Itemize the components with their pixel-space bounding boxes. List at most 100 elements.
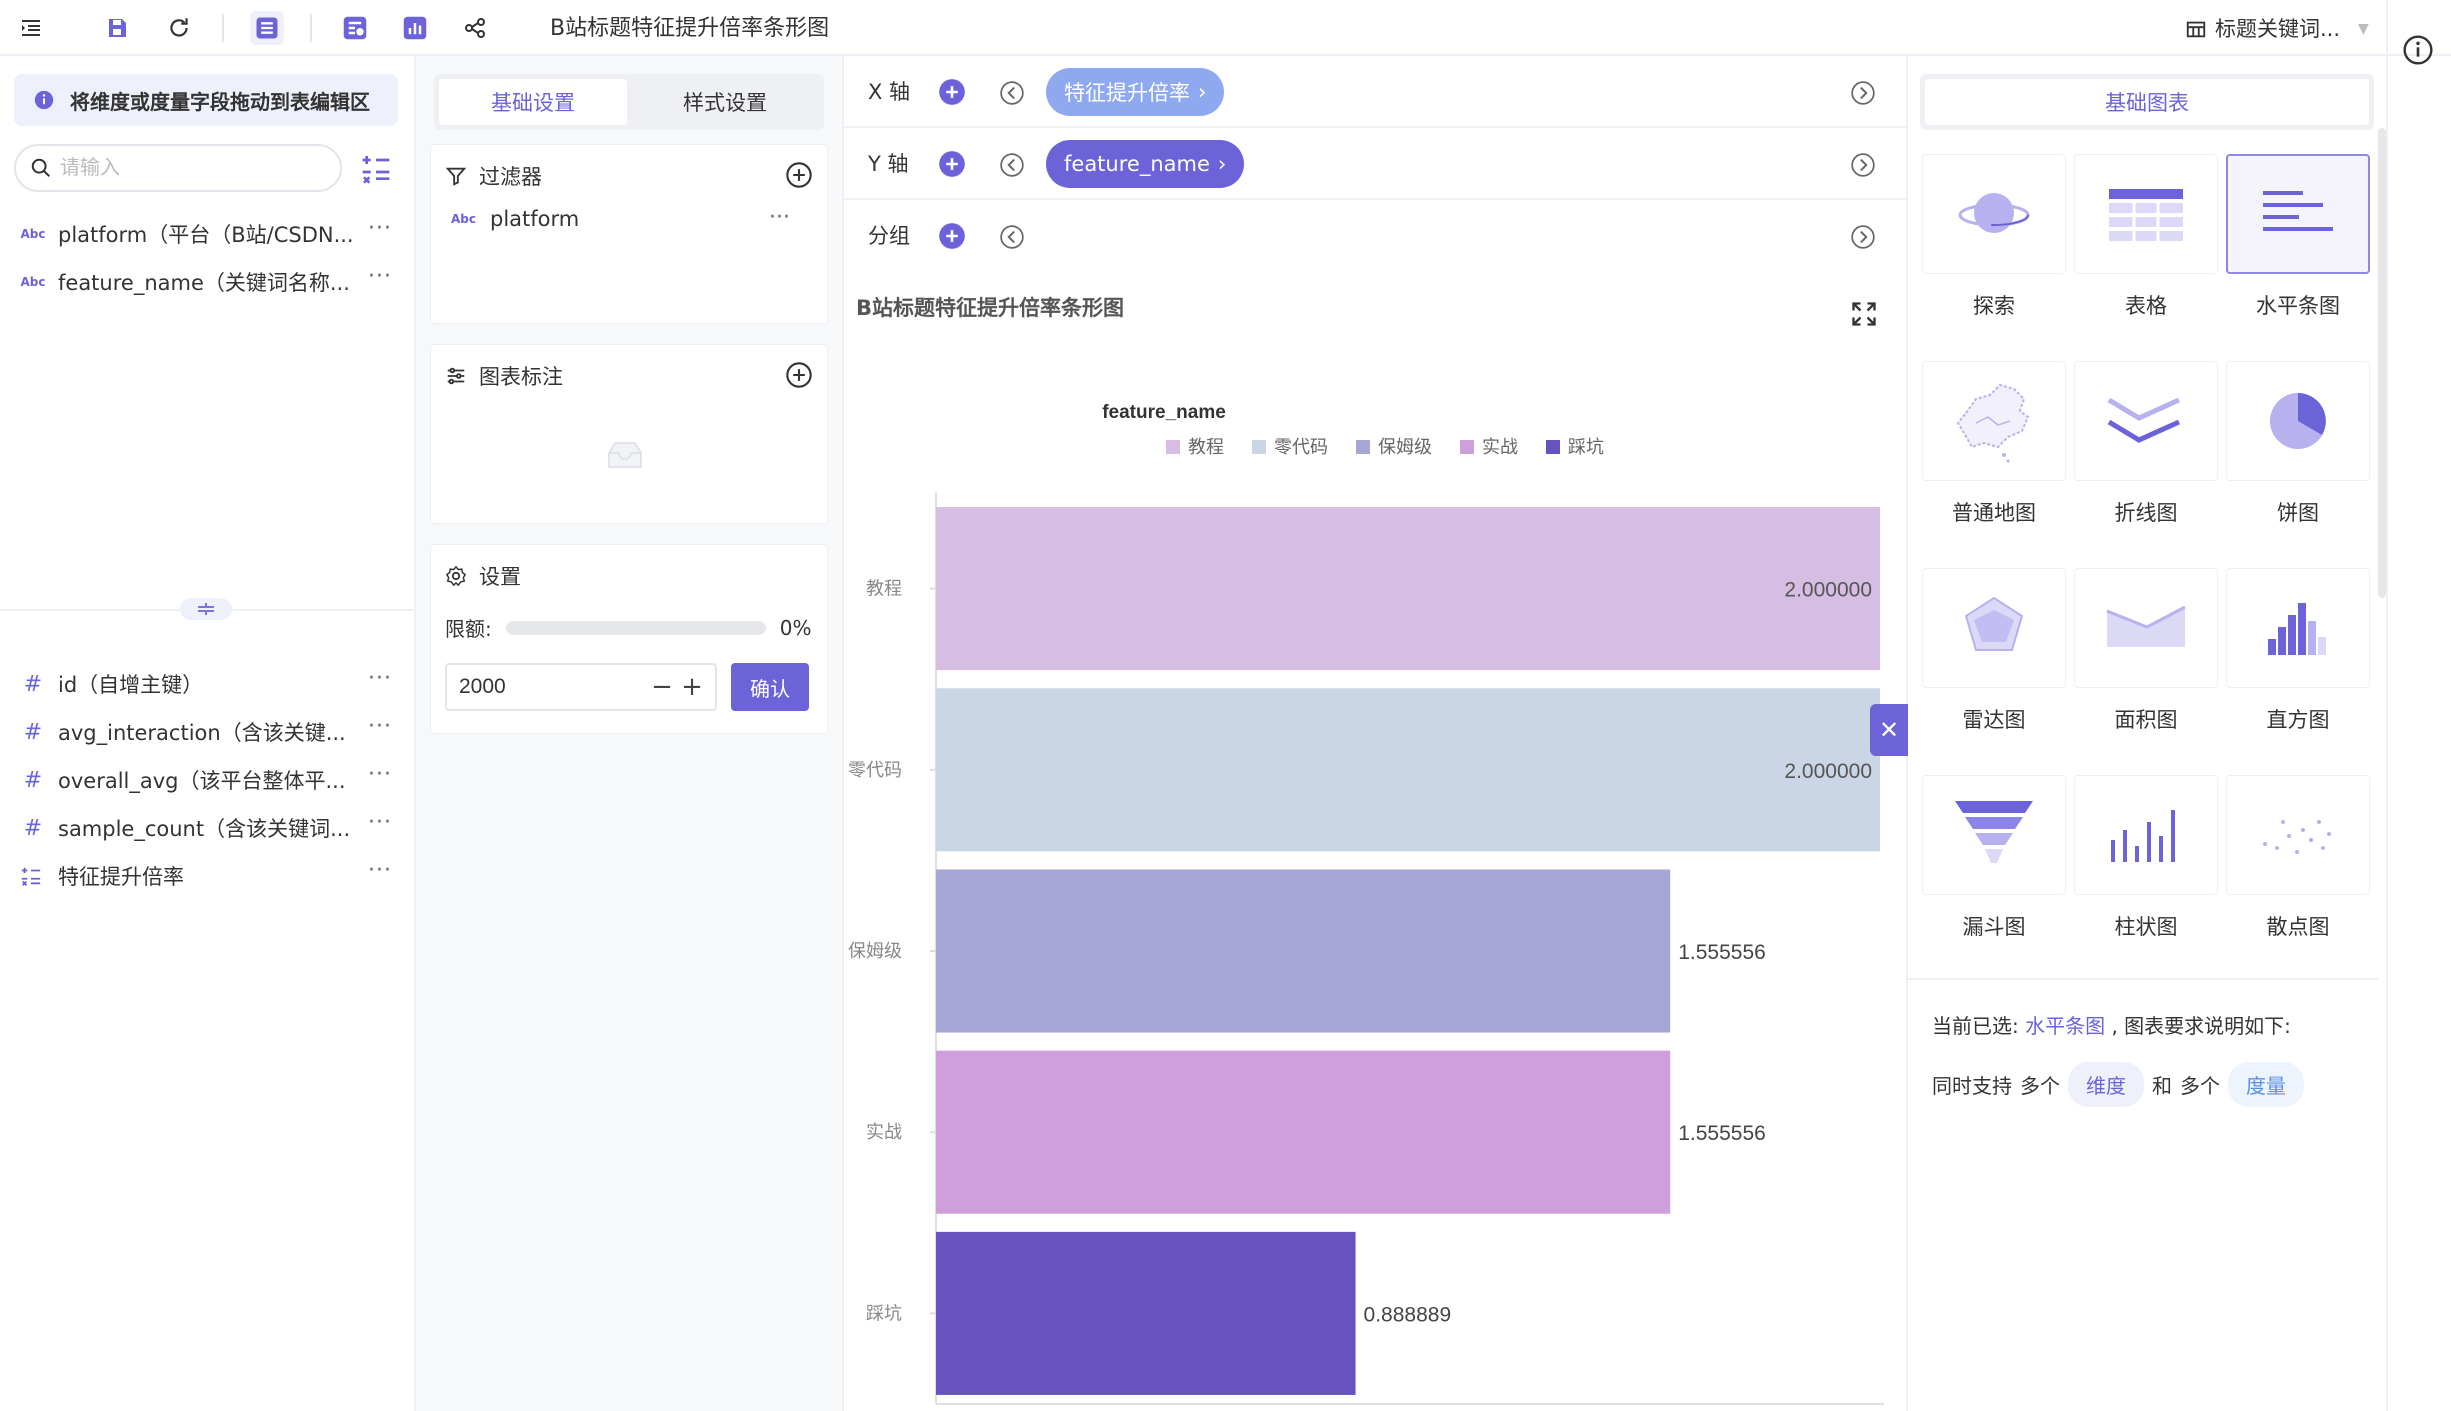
chart-type-line-chart[interactable] bbox=[2074, 361, 2218, 481]
chart-type-area-chart[interactable] bbox=[2074, 568, 2218, 688]
chart-type-funnel-chart[interactable] bbox=[1922, 775, 2066, 895]
more-icon[interactable]: ··· bbox=[368, 264, 392, 289]
bar bbox=[936, 1231, 1356, 1395]
refresh-icon[interactable] bbox=[162, 11, 196, 45]
measure-field-id[interactable]: # id（自增主键） ··· bbox=[0, 662, 416, 706]
chart-type-label: 饼图 bbox=[2277, 501, 2319, 525]
resize-handle[interactable] bbox=[180, 598, 232, 620]
quota-progress-bar bbox=[505, 620, 766, 635]
chart-type-table[interactable] bbox=[2074, 154, 2218, 274]
measure-field-overall-avg[interactable]: # overall_avg（该平台整体平... ··· bbox=[0, 758, 416, 802]
confirm-button[interactable]: 确认 bbox=[731, 663, 809, 711]
field-label: sample_count（含该关键词... bbox=[58, 817, 351, 841]
chart-type-map[interactable] bbox=[1922, 361, 2066, 481]
quota-percent: 0% bbox=[779, 615, 812, 640]
string-type-icon: Abc bbox=[20, 227, 46, 241]
collapse-menu-icon[interactable] bbox=[14, 11, 48, 45]
close-icon[interactable]: ✕ bbox=[1870, 704, 1908, 756]
chevron-left-icon[interactable] bbox=[999, 80, 1025, 106]
chevron-right-icon[interactable] bbox=[1850, 224, 1876, 250]
chart-type-horizontal-bar[interactable] bbox=[2226, 154, 2370, 274]
chart-type-planet[interactable] bbox=[1922, 154, 2066, 274]
more-icon[interactable]: ··· bbox=[368, 810, 392, 835]
fullscreen-icon[interactable] bbox=[1850, 300, 1878, 328]
add-annotation-icon[interactable] bbox=[785, 361, 813, 389]
add-x-field-icon[interactable] bbox=[938, 78, 966, 106]
chart-types-panel: 基础图表 探索 表格 水平条图 普通地图 折线图 饼图 雷达图 面积图 直方图 漏斗图 柱状图 散点图… bbox=[1908, 56, 2386, 1411]
x-axis-field: 特征提升倍率 bbox=[1064, 81, 1190, 105]
dimension-field-feature-name[interactable]: Abc feature_name（关键词名称... ··· bbox=[0, 260, 416, 304]
dimension-field-platform[interactable]: Abc platform（平台（B站/CSDN... ··· bbox=[0, 212, 416, 256]
measure-field-lift-ratio[interactable]: 特征提升倍率 ··· bbox=[0, 854, 416, 898]
y-tick-label: 保姆级 bbox=[848, 941, 902, 961]
chart-type-label: 散点图 bbox=[2266, 915, 2330, 939]
gear-icon bbox=[445, 565, 467, 587]
chevron-right-icon[interactable] bbox=[1850, 80, 1876, 106]
more-icon[interactable]: ··· bbox=[769, 205, 790, 230]
chart-type-label: 折线图 bbox=[2114, 501, 2178, 525]
add-filter-icon[interactable] bbox=[785, 161, 813, 189]
sliders-icon bbox=[447, 367, 465, 385]
dataset-name: 标题关键词... bbox=[2215, 17, 2341, 41]
more-icon[interactable]: ··· bbox=[368, 666, 392, 691]
selected-chart-name[interactable]: 水平条图 bbox=[2025, 1014, 2106, 1038]
number-type-icon: # bbox=[23, 767, 43, 793]
chart-view-icon[interactable] bbox=[398, 11, 432, 45]
line-chart-icon bbox=[2101, 386, 2191, 456]
chevron-right-icon: › bbox=[1217, 152, 1227, 176]
tab-style-settings[interactable]: 样式设置 bbox=[683, 91, 767, 115]
chart-type-radar-chart[interactable] bbox=[1922, 568, 2066, 688]
x-axis-field-pill[interactable]: 特征提升倍率 › bbox=[1046, 68, 1225, 116]
chart-category-tabs: 基础图表 bbox=[1920, 74, 2374, 130]
dataset-icon bbox=[2186, 21, 2206, 38]
drag-hint-text: 将维度或度量字段拖动到表编辑区 bbox=[70, 89, 370, 114]
tab-basic-charts[interactable]: 基础图表 bbox=[1925, 79, 2369, 125]
minus-icon[interactable]: − bbox=[651, 672, 673, 702]
funnel-chart-icon bbox=[1949, 795, 2039, 875]
search-icon bbox=[31, 158, 50, 177]
more-icon[interactable]: ··· bbox=[368, 858, 392, 883]
more-icon[interactable]: ··· bbox=[368, 216, 392, 241]
measure-field-avg-interaction[interactable]: # avg_interaction（含该关键... ··· bbox=[0, 710, 416, 754]
plus-icon[interactable]: + bbox=[681, 672, 703, 702]
y-axis-field-pill[interactable]: feature_name › bbox=[1046, 140, 1245, 188]
chevron-right-icon[interactable] bbox=[1850, 152, 1876, 178]
legend-swatch bbox=[1546, 440, 1560, 454]
dataset-selector[interactable]: 标题关键词... ▼ bbox=[2185, 14, 2369, 44]
info-icon[interactable] bbox=[2402, 34, 2434, 66]
y-axis-field: feature_name bbox=[1064, 152, 1210, 176]
filter-title: 过滤器 bbox=[479, 165, 542, 189]
chevron-left-icon[interactable] bbox=[999, 152, 1025, 178]
search-input[interactable] bbox=[60, 156, 330, 180]
field-search[interactable] bbox=[14, 144, 342, 192]
more-icon[interactable]: ··· bbox=[368, 714, 392, 739]
add-y-field-icon[interactable] bbox=[938, 150, 966, 178]
legend-label: 教程 bbox=[1188, 437, 1224, 457]
req-text: 和 bbox=[2152, 1074, 2172, 1098]
chart-type-scatter-chart[interactable] bbox=[2226, 775, 2370, 895]
quota-input[interactable] bbox=[447, 675, 647, 699]
chart-type-label: 直方图 bbox=[2266, 708, 2330, 732]
chart-title: B站标题特征提升倍率条形图 bbox=[856, 296, 1125, 320]
quota-stepper[interactable]: − + bbox=[445, 663, 717, 711]
annotation-card: 图表标注 bbox=[430, 344, 828, 524]
chart-type-column-chart[interactable] bbox=[2074, 775, 2218, 895]
share-icon[interactable] bbox=[458, 11, 492, 45]
legend-label: 踩坑 bbox=[1568, 437, 1604, 457]
tab-basic-settings[interactable]: 基础设置 bbox=[439, 79, 627, 125]
more-icon[interactable]: ··· bbox=[368, 762, 392, 787]
table-view-icon[interactable] bbox=[250, 11, 284, 45]
chart-type-histogram[interactable] bbox=[2226, 568, 2370, 688]
save-icon[interactable] bbox=[100, 11, 134, 45]
chart-name-label[interactable]: B站标题特征提升倍率条形图 bbox=[550, 16, 830, 41]
add-group-field-icon[interactable] bbox=[938, 222, 966, 250]
chart-config-icon[interactable] bbox=[338, 11, 372, 45]
measure-field-sample-count[interactable]: # sample_count（含该关键词... ··· bbox=[0, 806, 416, 850]
chart-type-pie-chart[interactable] bbox=[2226, 361, 2370, 481]
selected-prefix: 当前已选: bbox=[1932, 1014, 2019, 1038]
chevron-left-icon[interactable] bbox=[999, 224, 1025, 250]
scrollbar[interactable] bbox=[2378, 128, 2386, 598]
filter-item-platform[interactable]: Abc platform ··· bbox=[451, 205, 790, 231]
calculated-field-icon[interactable] bbox=[358, 150, 394, 186]
chart-type-label: 水平条图 bbox=[2256, 294, 2340, 318]
